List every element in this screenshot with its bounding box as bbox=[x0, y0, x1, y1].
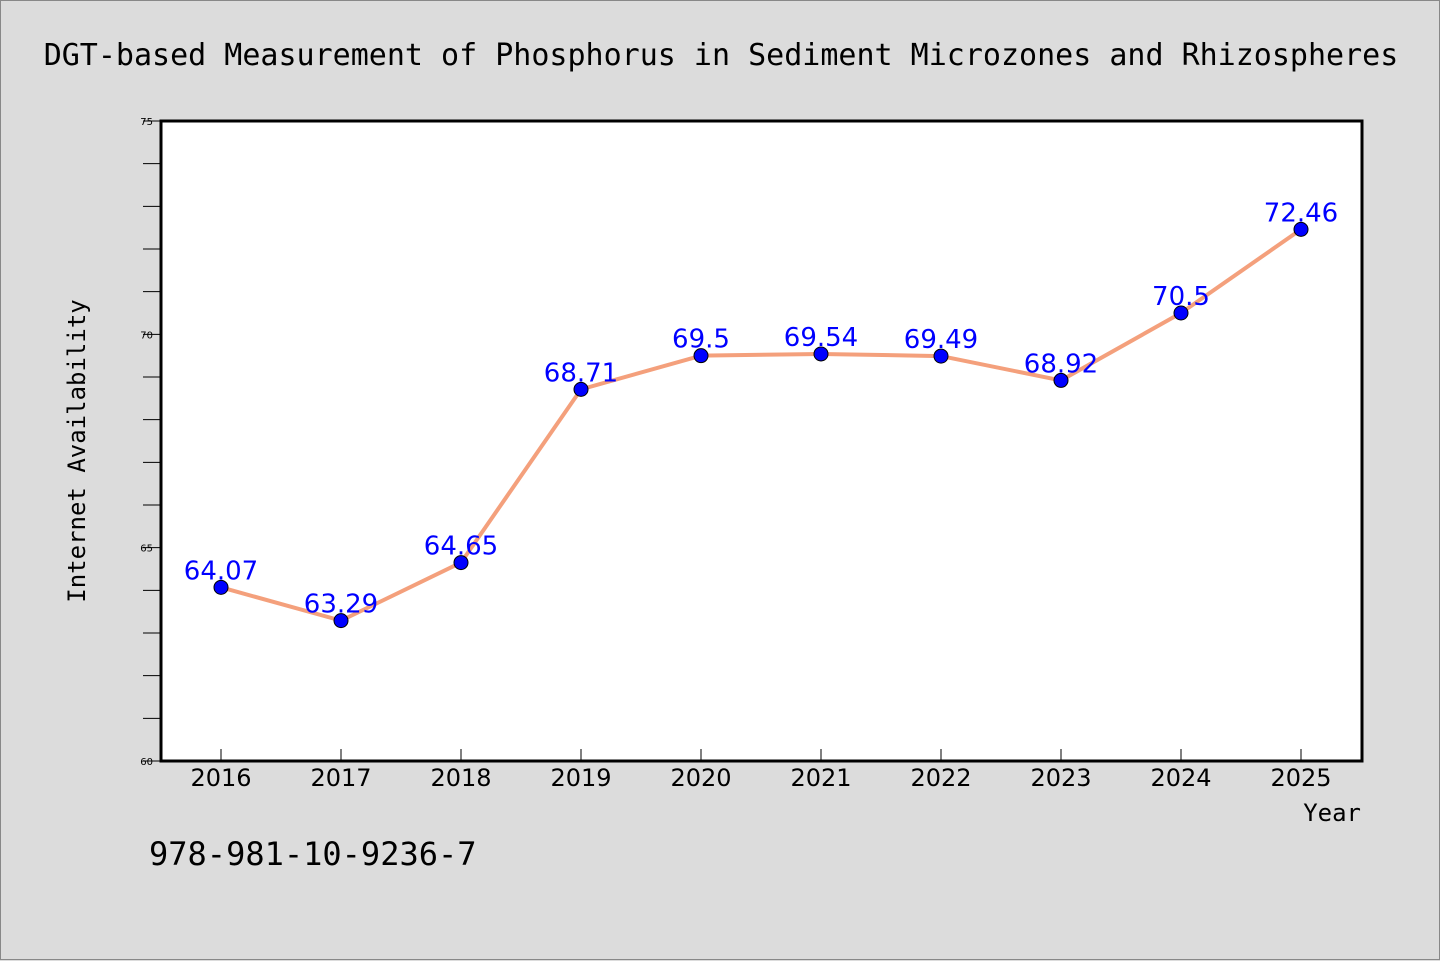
data-label: 68.71 bbox=[544, 358, 618, 388]
x-axis-label: Year bbox=[1303, 799, 1361, 827]
x-tick-label: 2016 bbox=[190, 764, 251, 792]
x-tick-label: 2022 bbox=[910, 764, 971, 792]
x-tick-label: 2021 bbox=[790, 764, 851, 792]
data-point bbox=[1053, 372, 1069, 388]
plot-area bbox=[161, 121, 1362, 761]
y-tick-label: 70 bbox=[140, 330, 153, 341]
chart-title: DGT-based Measurement of Phosphorus in S… bbox=[44, 38, 1399, 73]
x-axis: 2016 2017 2018 2019 2020 2021 2022 2023 2024 2025 bbox=[190, 749, 1332, 792]
series-line bbox=[219, 227, 1303, 623]
x-tick-label: 2023 bbox=[1030, 764, 1091, 792]
y-tick-label: 65 bbox=[140, 544, 153, 555]
y-axis-label: Internet Availability bbox=[63, 299, 91, 602]
data-point bbox=[573, 381, 589, 397]
data-label: 63.29 bbox=[304, 590, 378, 620]
data-label: 68.92 bbox=[1024, 349, 1098, 379]
data-point bbox=[1173, 305, 1189, 321]
x-tick-label: 2020 bbox=[670, 764, 731, 792]
data-label: 64.07 bbox=[184, 556, 258, 586]
data-point bbox=[213, 579, 229, 595]
x-tick-label: 2017 bbox=[310, 764, 371, 792]
data-point bbox=[1293, 221, 1309, 237]
x-tick-label: 2024 bbox=[1150, 764, 1211, 792]
y-axis: 60 65 70 75 bbox=[140, 117, 161, 768]
plot-border bbox=[159, 119, 1364, 763]
data-point bbox=[333, 613, 349, 629]
x-tick-label: 2025 bbox=[1270, 764, 1331, 792]
data-label: 69.49 bbox=[904, 325, 978, 355]
y-tick-label: 75 bbox=[140, 117, 153, 128]
x-tick-label: 2018 bbox=[430, 764, 491, 792]
data-label: 69.5 bbox=[672, 325, 730, 355]
y-tick-label: 60 bbox=[140, 757, 153, 768]
isbn-text: 978-981-10-9236-7 bbox=[149, 835, 477, 873]
data-series: 64.07 63.29 64.65 68.71 69.5 69.54 69.49 68.92 7… bbox=[184, 198, 1338, 629]
data-label: 69.54 bbox=[784, 323, 858, 353]
x-tick-label: 2019 bbox=[550, 764, 611, 792]
data-point bbox=[813, 346, 829, 362]
data-label: 64.65 bbox=[424, 532, 498, 562]
data-label: 70.5 bbox=[1152, 282, 1210, 312]
data-point bbox=[693, 348, 709, 364]
data-point bbox=[933, 348, 949, 364]
data-point bbox=[453, 555, 469, 571]
data-label: 72.46 bbox=[1264, 198, 1338, 228]
